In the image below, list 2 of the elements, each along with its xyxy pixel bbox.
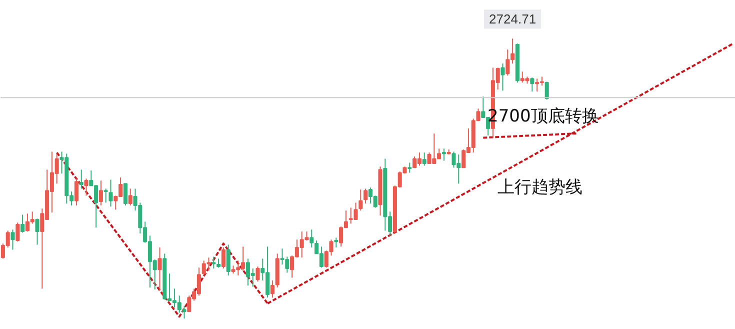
annotation: 上行趋势线 (498, 178, 582, 198)
annotation: 2724.71 (489, 12, 536, 27)
